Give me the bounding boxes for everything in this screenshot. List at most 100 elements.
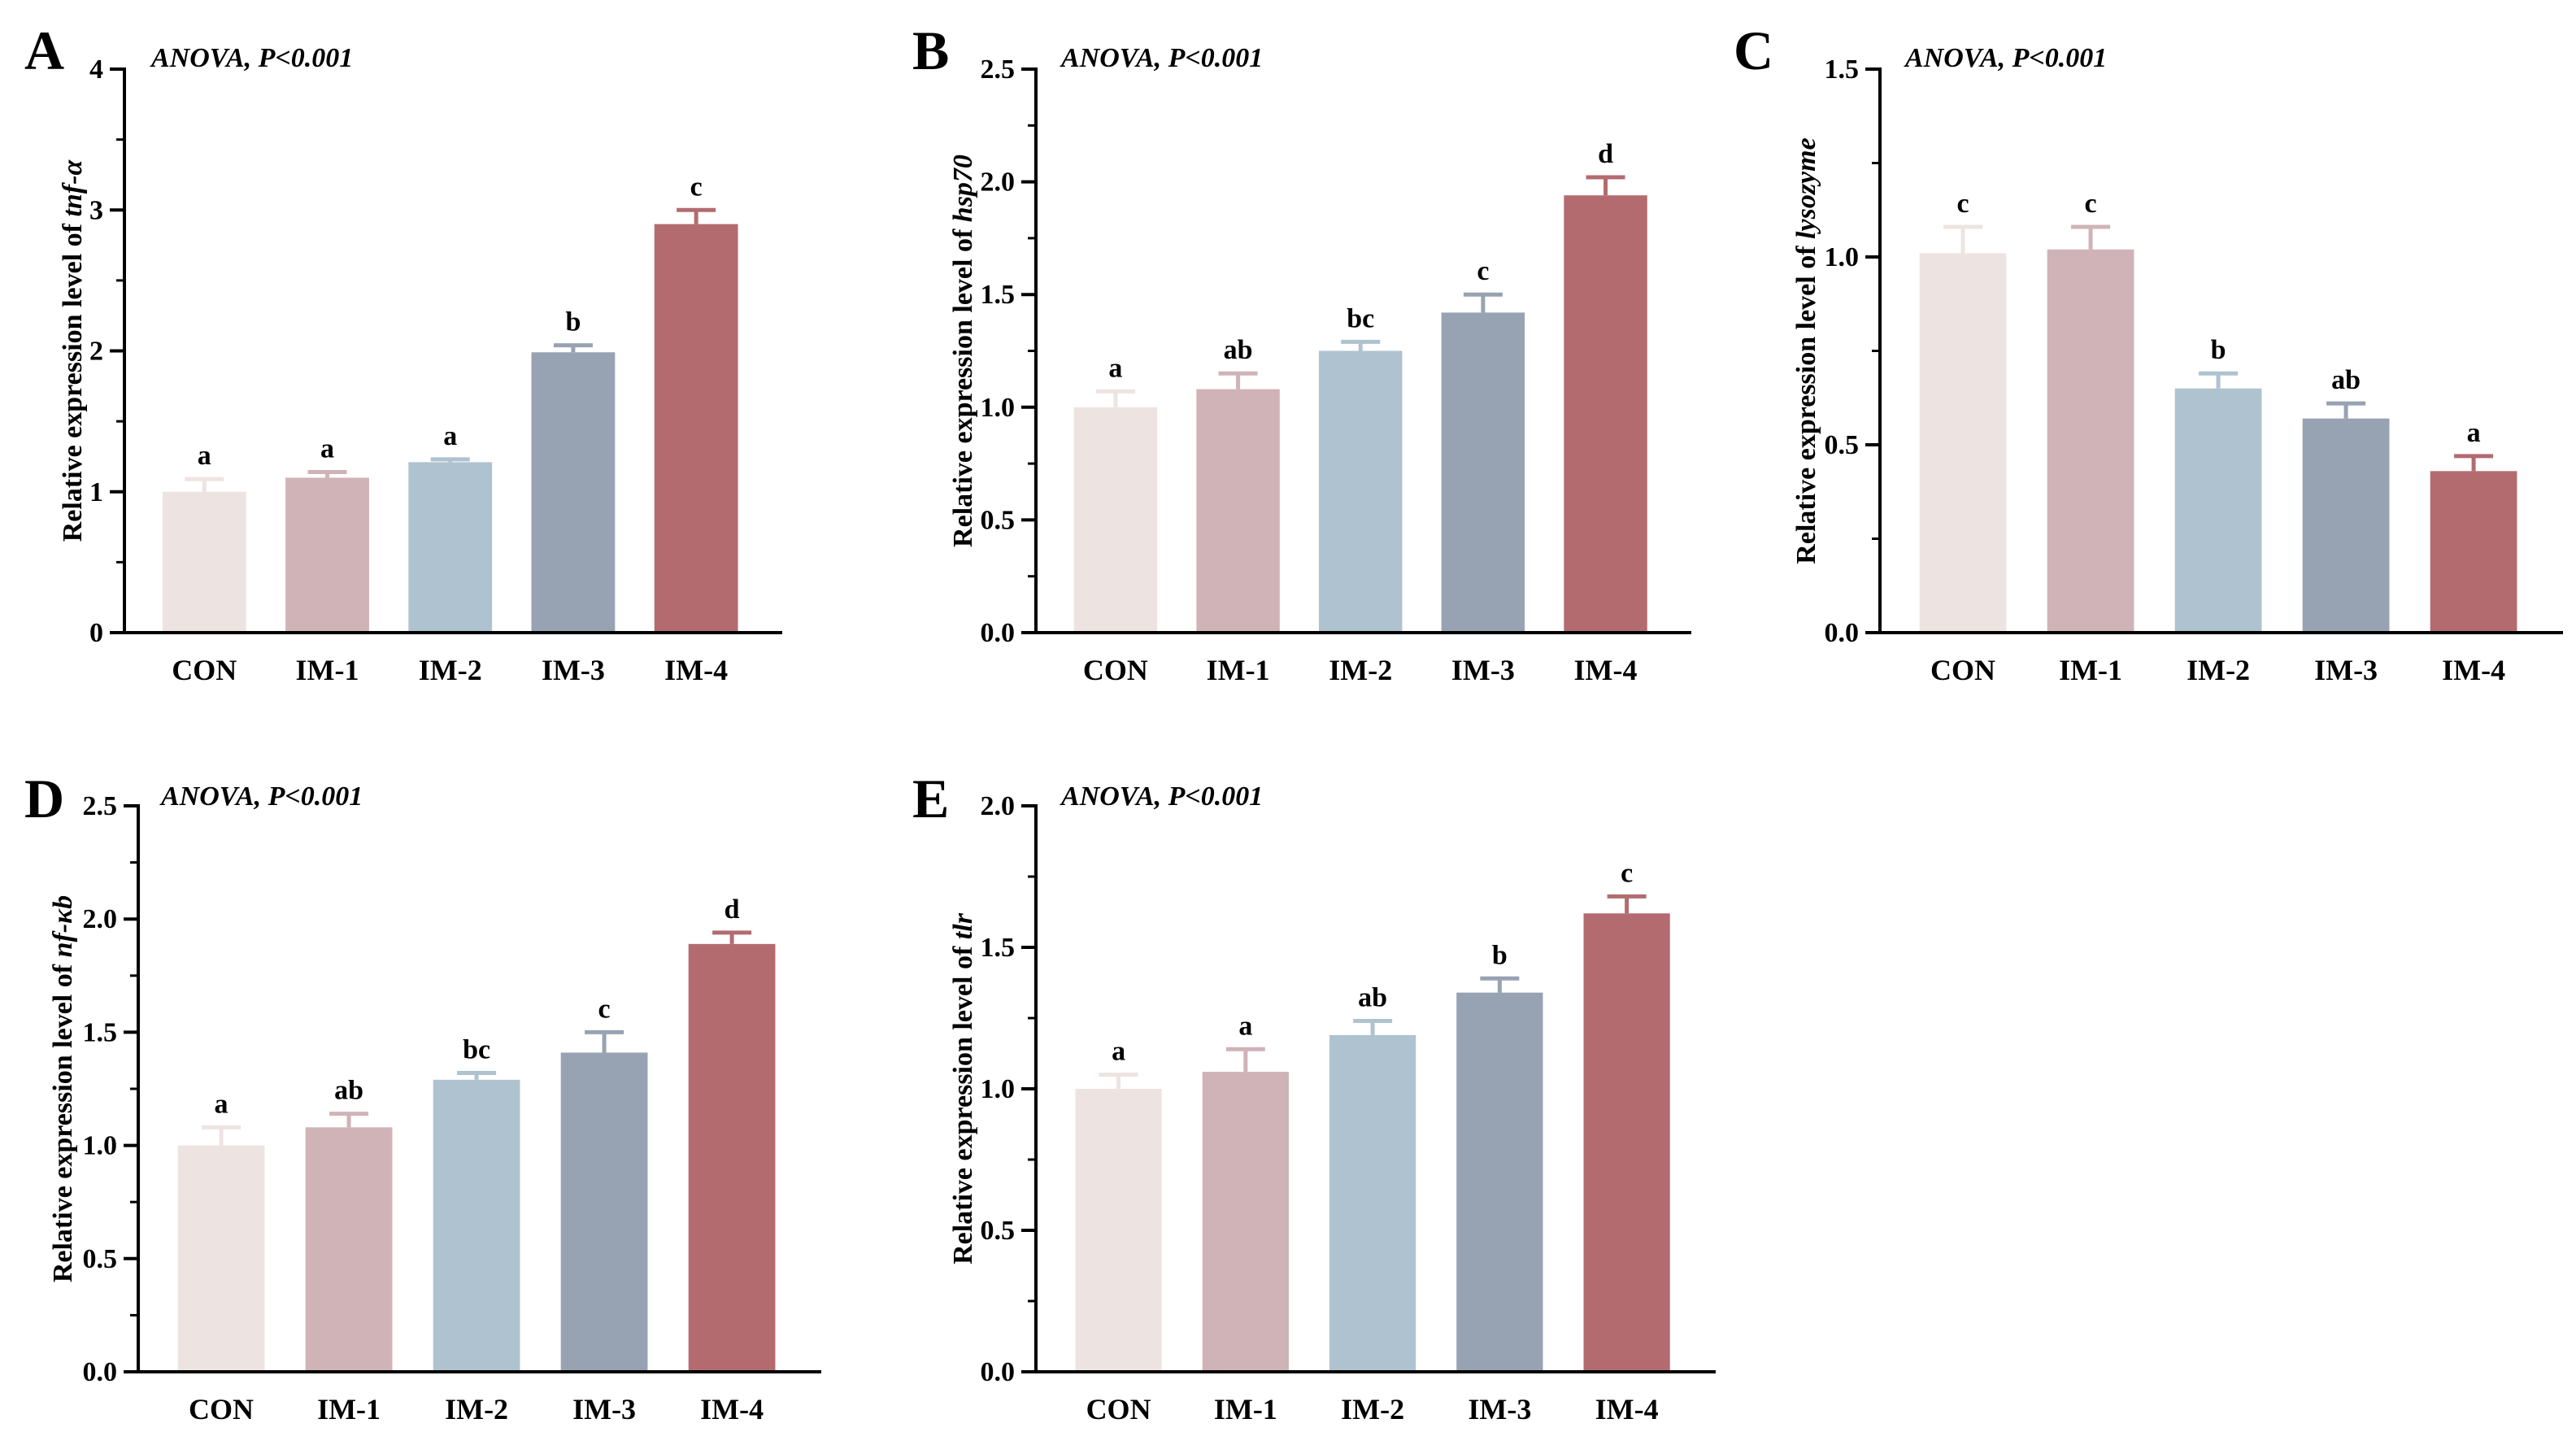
y-tick-label: 0.0 bbox=[1825, 618, 1860, 648]
y-tick-label: 0.0 bbox=[981, 1357, 1016, 1387]
y-axis-label-prefix: Relative expression level of bbox=[948, 939, 978, 1264]
panel-a: A ANOVA, P<0.001 Relative expression level… bbox=[24, 20, 782, 686]
y-tick-label: 2.0 bbox=[981, 168, 1016, 198]
significance-label: c bbox=[1957, 189, 1969, 219]
x-tick-label: CON bbox=[1086, 1393, 1151, 1425]
bar bbox=[2047, 249, 2134, 633]
y-axis-label-gene: hsp70 bbox=[948, 155, 978, 222]
bar bbox=[2302, 418, 2390, 633]
significance-label: c bbox=[690, 172, 703, 202]
y-tick-label: 0.5 bbox=[981, 505, 1016, 535]
bar bbox=[162, 491, 246, 633]
significance-label: d bbox=[724, 894, 740, 925]
bar bbox=[654, 224, 738, 633]
y-axis-label-gene: tnf-α bbox=[58, 159, 88, 217]
bar bbox=[1919, 253, 2007, 633]
significance-label: ab bbox=[1358, 982, 1387, 1012]
significance-label: a bbox=[320, 433, 334, 464]
bar bbox=[560, 1052, 648, 1372]
significance-label: c bbox=[1477, 256, 1489, 286]
panel-letter: E bbox=[912, 768, 949, 829]
bar bbox=[408, 462, 493, 633]
bar bbox=[1441, 312, 1525, 633]
significance-label: ab bbox=[334, 1076, 363, 1106]
y-tick-label: 1 bbox=[89, 477, 103, 507]
panel-letter: A bbox=[24, 20, 64, 81]
significance-label: a bbox=[198, 441, 211, 471]
bar bbox=[305, 1127, 393, 1372]
y-axis-label: Relative expression level of lysozyme bbox=[1791, 137, 1821, 564]
x-tick-label: IM-4 bbox=[700, 1393, 764, 1425]
x-tick-label: IM-4 bbox=[664, 654, 728, 686]
y-tick-label: 2 bbox=[89, 337, 103, 367]
y-tick-label: 1.0 bbox=[1825, 242, 1860, 272]
significance-label: b bbox=[2211, 335, 2226, 365]
x-tick-label: CON bbox=[1930, 654, 1995, 686]
bar bbox=[433, 1079, 520, 1372]
x-tick-label: IM-3 bbox=[1468, 1393, 1531, 1425]
panel-e: E ANOVA, P<0.001 Relative expression level… bbox=[912, 768, 1716, 1425]
x-tick-label: IM-1 bbox=[296, 654, 359, 686]
y-axis-label-gene: lysozyme bbox=[1791, 137, 1821, 239]
significance-label: ab bbox=[1224, 335, 1253, 365]
y-axis-label-prefix: Relative expression level of bbox=[948, 222, 978, 547]
y-tick-label: 1.5 bbox=[981, 280, 1016, 310]
x-tick-label: IM-3 bbox=[572, 1393, 636, 1425]
x-tick-label: IM-4 bbox=[1574, 654, 1638, 686]
x-tick-label: IM-2 bbox=[445, 1393, 508, 1425]
significance-label: a bbox=[215, 1089, 228, 1119]
significance-label: a bbox=[1108, 353, 1122, 383]
x-tick-label: IM-3 bbox=[2314, 654, 2378, 686]
y-tick-label: 1.0 bbox=[83, 1131, 118, 1161]
y-tick-label: 0.5 bbox=[83, 1244, 118, 1274]
x-tick-label: IM-2 bbox=[419, 654, 482, 686]
y-axis-label-gene: tlr bbox=[948, 912, 978, 939]
y-tick-label: 3 bbox=[89, 195, 103, 225]
bar bbox=[1202, 1072, 1289, 1372]
bar bbox=[2430, 471, 2517, 633]
significance-label: ab bbox=[2331, 365, 2361, 395]
bar bbox=[2174, 388, 2262, 633]
anova-annotation: ANOVA, P<0.001 bbox=[159, 781, 363, 812]
y-tick-label: 0.0 bbox=[83, 1357, 118, 1387]
y-tick-label: 1.0 bbox=[981, 1074, 1016, 1104]
y-tick-label: 2.5 bbox=[981, 54, 1016, 85]
y-tick-label: 1.5 bbox=[83, 1017, 118, 1047]
x-tick-label: IM-2 bbox=[1341, 1393, 1404, 1425]
x-tick-label: IM-2 bbox=[1329, 654, 1392, 686]
significance-label: a bbox=[2467, 418, 2481, 448]
y-tick-label: 4 bbox=[89, 54, 103, 85]
x-tick-label: IM-4 bbox=[2442, 654, 2505, 686]
y-tick-label: 0.5 bbox=[981, 1216, 1016, 1246]
y-tick-label: 1.5 bbox=[1825, 54, 1860, 85]
anova-annotation: ANOVA, P<0.001 bbox=[150, 43, 353, 73]
y-axis-label: Relative expression level of tnf-α bbox=[58, 159, 88, 542]
y-tick-label: 2.0 bbox=[83, 904, 118, 934]
significance-label: b bbox=[565, 307, 581, 337]
bar bbox=[177, 1145, 265, 1372]
y-axis-label-gene: nf-κb bbox=[48, 895, 78, 958]
x-tick-label: IM-1 bbox=[1207, 654, 1270, 686]
y-tick-label: 1.0 bbox=[981, 393, 1016, 423]
x-tick-label: CON bbox=[1083, 654, 1148, 686]
bar bbox=[531, 352, 616, 633]
bar bbox=[1073, 407, 1158, 633]
x-tick-label: IM-4 bbox=[1595, 1393, 1659, 1425]
y-tick-label: 1.5 bbox=[981, 933, 1016, 963]
anova-annotation: ANOVA, P<0.001 bbox=[1904, 43, 2107, 73]
bar bbox=[1583, 913, 1670, 1372]
y-tick-label: 2.0 bbox=[981, 791, 1016, 821]
y-axis-label: Relative expression level of hsp70 bbox=[948, 155, 978, 547]
bar bbox=[1319, 350, 1403, 633]
bar bbox=[1329, 1034, 1416, 1372]
panel-c: C ANOVA, P<0.001 Relative expression level… bbox=[1734, 20, 2563, 686]
bar bbox=[1075, 1089, 1162, 1372]
bar bbox=[285, 477, 369, 633]
x-tick-label: CON bbox=[172, 654, 237, 686]
significance-label: c bbox=[598, 994, 611, 1024]
x-tick-label: IM-1 bbox=[2059, 654, 2122, 686]
significance-label: b bbox=[1492, 940, 1508, 970]
significance-label: c bbox=[2085, 189, 2097, 219]
x-tick-label: CON bbox=[189, 1393, 254, 1425]
